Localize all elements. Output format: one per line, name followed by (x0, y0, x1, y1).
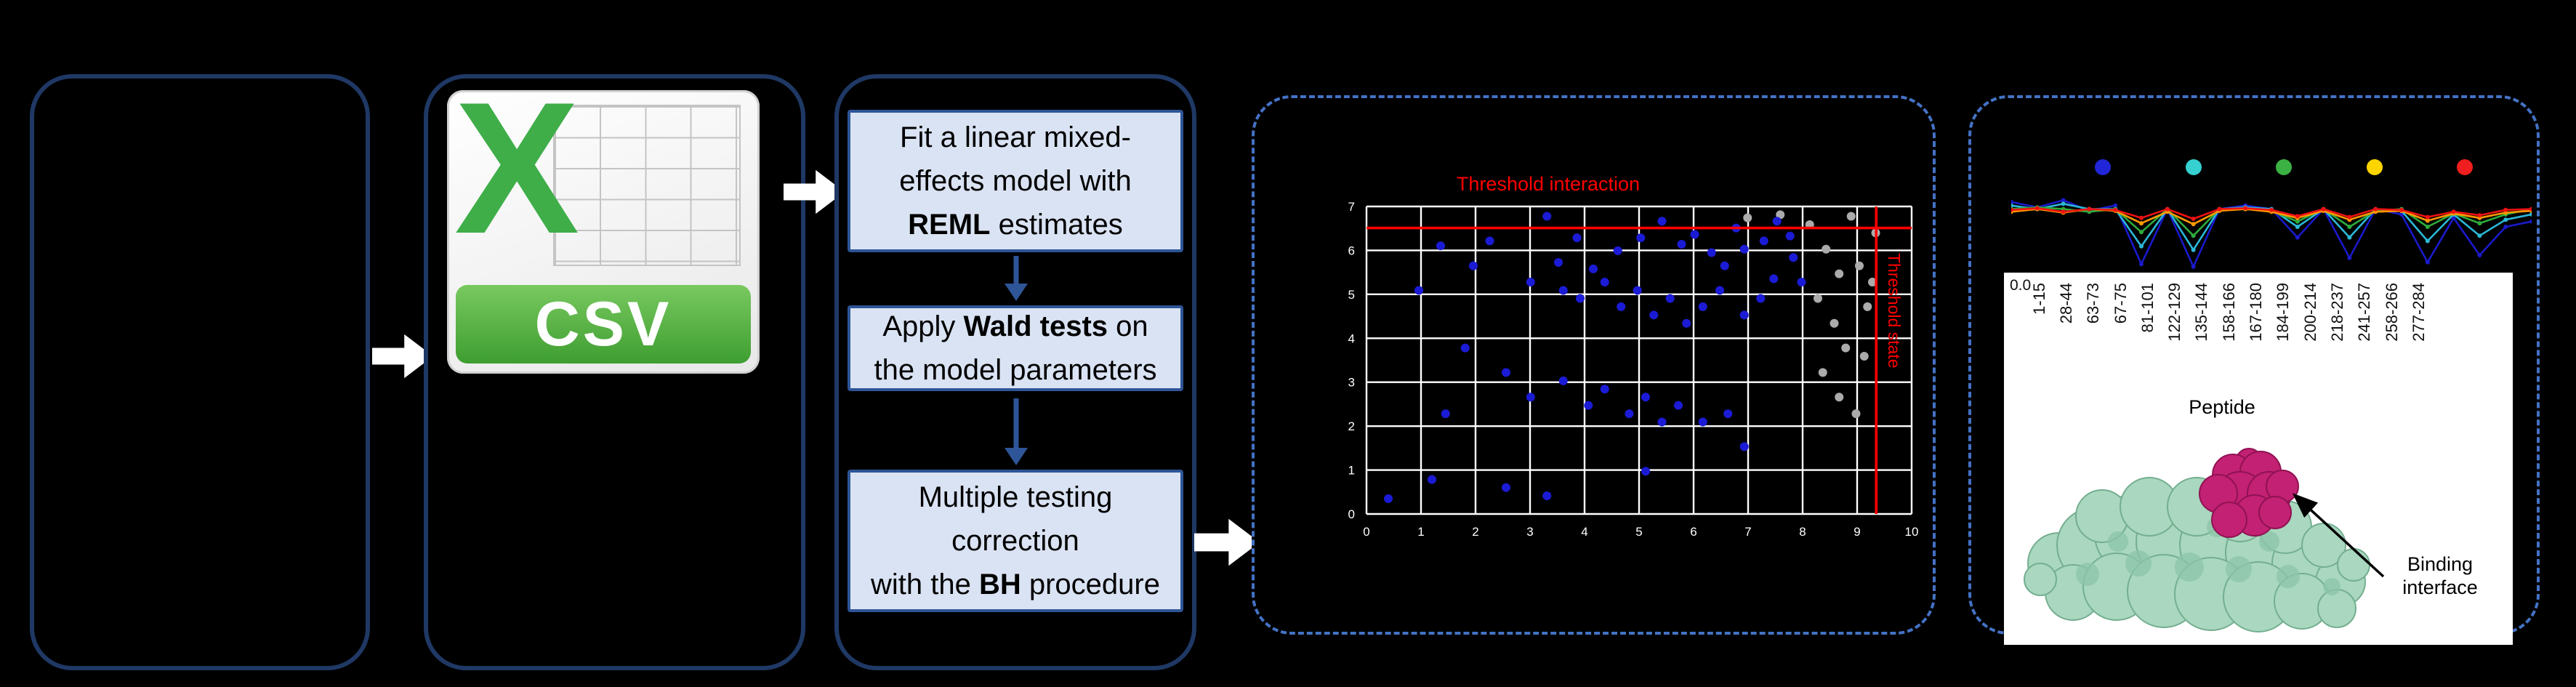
y-axis-ticks: 7 6 5 4 3 2 1 0 (1348, 200, 1355, 521)
step-bh-post: procedure (1021, 569, 1160, 600)
svg-text:4: 4 (1348, 332, 1355, 345)
step-wald: Apply Wald tests on the model parameters (848, 305, 1183, 391)
significant-points (1384, 212, 1806, 503)
svg-text:7: 7 (1348, 200, 1355, 214)
threshold-lines: Threshold interaction Threshold state (1367, 173, 1912, 514)
step-bh-text: Multiple testing correction with the BH … (871, 475, 1160, 606)
pvalue-plot-panel: Threshold interaction Threshold state 0 1 2… (1252, 95, 1936, 635)
peptide-results-panel: 0.0 1-15 28-44 63-73 67-75 81-101 122-129 135-… (1968, 95, 2540, 645)
binding-interface-surface (2199, 448, 2299, 538)
svg-text:6: 6 (1348, 244, 1355, 257)
svg-text:0: 0 (1348, 507, 1355, 521)
uptake-line-chart (2011, 198, 2532, 269)
timepoint-dot (2095, 159, 2111, 175)
x-axis-title: Peptide (2189, 396, 2255, 418)
svg-text:7: 7 (1744, 525, 1751, 539)
svg-text:1: 1 (1348, 464, 1355, 478)
pvalue-scatter-chart: Threshold interaction Threshold state 0 1 2… (1348, 173, 1919, 539)
step-wald-pre: Apply (882, 310, 964, 342)
svg-text:Threshold interaction: Threshold interaction (1457, 173, 1640, 195)
plot-grid (1365, 205, 1913, 515)
svg-text:10: 10 (1905, 525, 1919, 539)
timepoint-dot (2457, 159, 2473, 175)
svg-text:3: 3 (1348, 376, 1355, 390)
step-reml-bold: REML (908, 209, 991, 241)
step-reml-text: Fit a linear mixed- effects model with R… (899, 116, 1131, 246)
svg-text:0: 0 (1363, 525, 1369, 539)
peptide-plot-area: 0.0 1-15 28-44 63-73 67-75 81-101 122-129 135-… (2004, 273, 2513, 645)
step-reml-post: estimates (990, 209, 1123, 241)
input-data-box (30, 74, 370, 670)
excel-x-letter: X (454, 63, 580, 273)
spreadsheet-grid (553, 104, 741, 266)
uptake-series (2011, 198, 2532, 269)
y-axis-zero-label: 0.0 (2010, 277, 2032, 294)
csv-format-label: CSV (456, 285, 751, 363)
svg-text:1: 1 (1417, 525, 1424, 539)
svg-text:2: 2 (1472, 525, 1478, 539)
step-reml-pre: Fit a linear mixed- effects model with (899, 121, 1132, 197)
svg-text:8: 8 (1799, 525, 1806, 539)
csv-file-icon: X CSV (447, 74, 760, 374)
timepoint-dot (2276, 159, 2292, 175)
timepoint-dot (2366, 159, 2383, 175)
svg-text:4: 4 (1581, 525, 1587, 539)
step-bh: Multiple testing correction with the BH … (848, 470, 1183, 612)
step-bh-bold: BH (978, 569, 1021, 600)
svg-text:Threshold state: Threshold state (1885, 253, 1904, 369)
down-arrow-icon (1005, 256, 1028, 301)
step-wald-post: on the model parameters (874, 310, 1157, 386)
svg-text:2: 2 (1348, 419, 1355, 433)
binding-annotation-arrow (2292, 493, 2385, 578)
binding-interface-label: Binding interface (2402, 553, 2478, 599)
right-arrow-icon (372, 334, 433, 379)
svg-text:3: 3 (1526, 525, 1533, 539)
step-wald-text: Apply Wald tests on the model parameters (874, 305, 1156, 392)
svg-text:5: 5 (1635, 525, 1642, 539)
right-arrow-icon (1194, 518, 1260, 566)
timepoint-dot (2185, 159, 2202, 175)
protein-structure (2024, 448, 2370, 632)
timepoint-legend (2095, 159, 2473, 175)
right-arrow-icon (784, 169, 845, 214)
x-axis-ticks: 0 1 2 3 4 5 6 7 8 9 10 (1363, 525, 1918, 539)
svg-text:5: 5 (1348, 288, 1355, 302)
step-reml: Fit a linear mixed- effects model with R… (848, 110, 1183, 252)
down-arrow-icon (1005, 398, 1028, 465)
svg-text:6: 6 (1690, 525, 1696, 539)
svg-text:9: 9 (1853, 525, 1860, 539)
step-wald-bold: Wald tests (963, 310, 1108, 342)
step-bh-pre: Multiple testing correction with the (871, 481, 1113, 600)
